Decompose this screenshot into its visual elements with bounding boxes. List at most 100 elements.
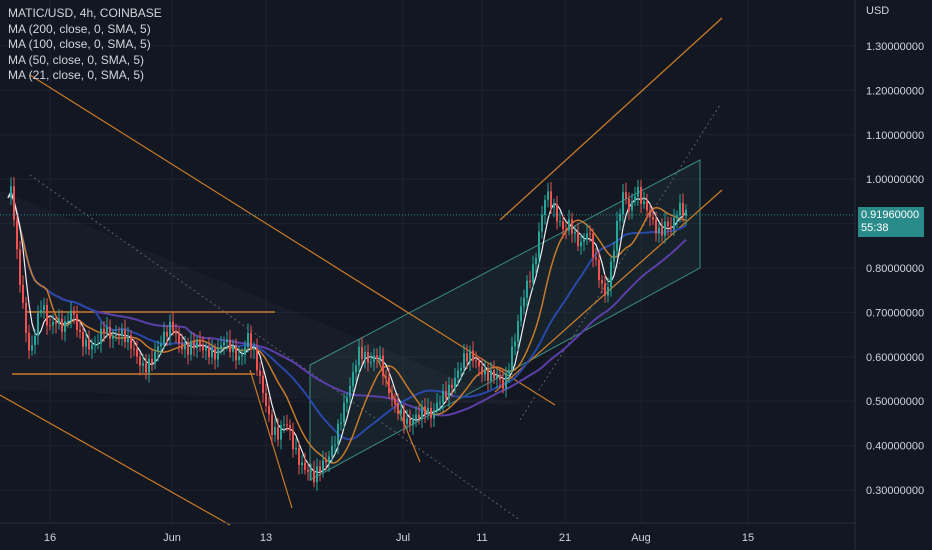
candle-body: [502, 379, 504, 389]
candle-body: [652, 216, 654, 220]
candle-body: [340, 422, 342, 424]
candle-body: [433, 410, 435, 419]
candle-body: [265, 392, 267, 406]
candle-body: [505, 373, 507, 389]
candle-body: [139, 356, 141, 366]
dotted-projection[interactable]: [519, 104, 721, 421]
candle-body: [511, 346, 513, 371]
candle-body: [166, 331, 168, 337]
candle-body: [538, 231, 540, 258]
candle-body: [565, 229, 567, 231]
candle-body: [616, 221, 618, 251]
candle-body: [469, 350, 471, 362]
candle-body: [259, 370, 261, 376]
candle-body: [262, 375, 264, 393]
candle-body: [169, 321, 171, 337]
candle-body: [442, 390, 444, 403]
candle-body: [208, 346, 210, 358]
candle-body: [682, 202, 684, 216]
candle-body: [97, 343, 99, 345]
candle-body: [496, 375, 498, 379]
candle-body: [595, 257, 597, 260]
candle-body: [118, 334, 120, 337]
candle-body: [613, 250, 615, 262]
price-tick-label: 0.50000000: [866, 396, 924, 408]
last-price-value: 0.91960000: [861, 209, 920, 221]
candle-body: [316, 466, 318, 483]
legend-ma100[interactable]: MA (100, close, 0, SMA, 5): [8, 37, 151, 51]
price-tick-label: 0.70000000: [866, 307, 924, 319]
price-tick-label: 0.40000000: [866, 441, 924, 453]
candle-body: [517, 320, 519, 342]
candle-body: [82, 331, 84, 347]
candle-body: [604, 283, 606, 296]
candle-body: [352, 372, 354, 386]
candle-body: [151, 358, 153, 364]
candle-body: [253, 348, 255, 350]
candle-body: [52, 321, 54, 326]
candle-body: [379, 355, 381, 359]
candle-body: [472, 350, 474, 361]
price-tick-label: 0.60000000: [866, 352, 924, 364]
candle-body: [94, 344, 96, 346]
candle-body: [106, 326, 108, 334]
candle-body: [322, 460, 324, 472]
candle-body: [391, 393, 393, 399]
candle-body: [31, 345, 33, 351]
candle-body: [412, 419, 414, 426]
candle-body: [478, 361, 480, 367]
legend-ma50[interactable]: MA (50, close, 0, SMA, 5): [8, 52, 145, 67]
countdown-timer: 55:38: [861, 222, 889, 234]
candle-body: [223, 342, 225, 346]
candle-body: [235, 346, 237, 361]
candle-body: [556, 204, 558, 222]
candle-body: [532, 264, 534, 283]
candle-body: [463, 353, 465, 369]
candle-body: [601, 280, 603, 284]
candle-body: [394, 398, 396, 404]
ascending-channel-top[interactable]: [499, 17, 723, 221]
candle-body: [679, 202, 681, 216]
candle-body: [334, 444, 336, 446]
candle-body: [229, 339, 231, 353]
time-axis[interactable]: 16 Jun 13 Jul 11 21 Aug 15: [44, 532, 754, 544]
time-tick-label: 11: [476, 532, 487, 544]
candle-body: [187, 343, 189, 355]
legend-ma200[interactable]: MA (200, close, 0, SMA, 5): [8, 21, 151, 36]
candle-body: [559, 221, 561, 223]
candle-body: [256, 348, 258, 371]
candle-body: [211, 348, 213, 358]
candle-body: [64, 321, 66, 332]
candle-body: [157, 346, 159, 352]
candle-body: [184, 343, 186, 350]
candle-body: [550, 191, 552, 208]
candle-body: [292, 430, 294, 450]
candle-body: [406, 418, 408, 424]
candle-body: [661, 227, 663, 236]
candle-body: [22, 284, 24, 303]
descending-trendline-lower[interactable]: [0, 394, 231, 526]
candle-body: [220, 345, 222, 349]
candle-body: [109, 326, 111, 339]
candle-body: [574, 232, 576, 234]
short-trendline[interactable]: [249, 369, 293, 509]
candle-body: [124, 329, 126, 343]
candle-body: [28, 332, 30, 351]
symbol-title[interactable]: MATIC/USD, 4h, COINBASE: [8, 6, 162, 20]
candle-body: [403, 409, 405, 424]
candle-body: [541, 214, 543, 232]
candle-body: [73, 310, 75, 315]
candle-body: [145, 363, 147, 373]
candle-body: [40, 310, 42, 313]
candle-body: [337, 423, 339, 445]
legend-ma21[interactable]: MA (21, close, 0, SMA, 5): [8, 68, 145, 82]
candle-body: [241, 354, 243, 357]
candle-body: [325, 460, 327, 463]
candle-body: [460, 368, 462, 371]
candle-body: [289, 424, 291, 431]
candle-body: [484, 369, 486, 375]
candle-body: [121, 329, 123, 337]
candle-body: [475, 360, 477, 362]
candle-body: [415, 414, 417, 420]
